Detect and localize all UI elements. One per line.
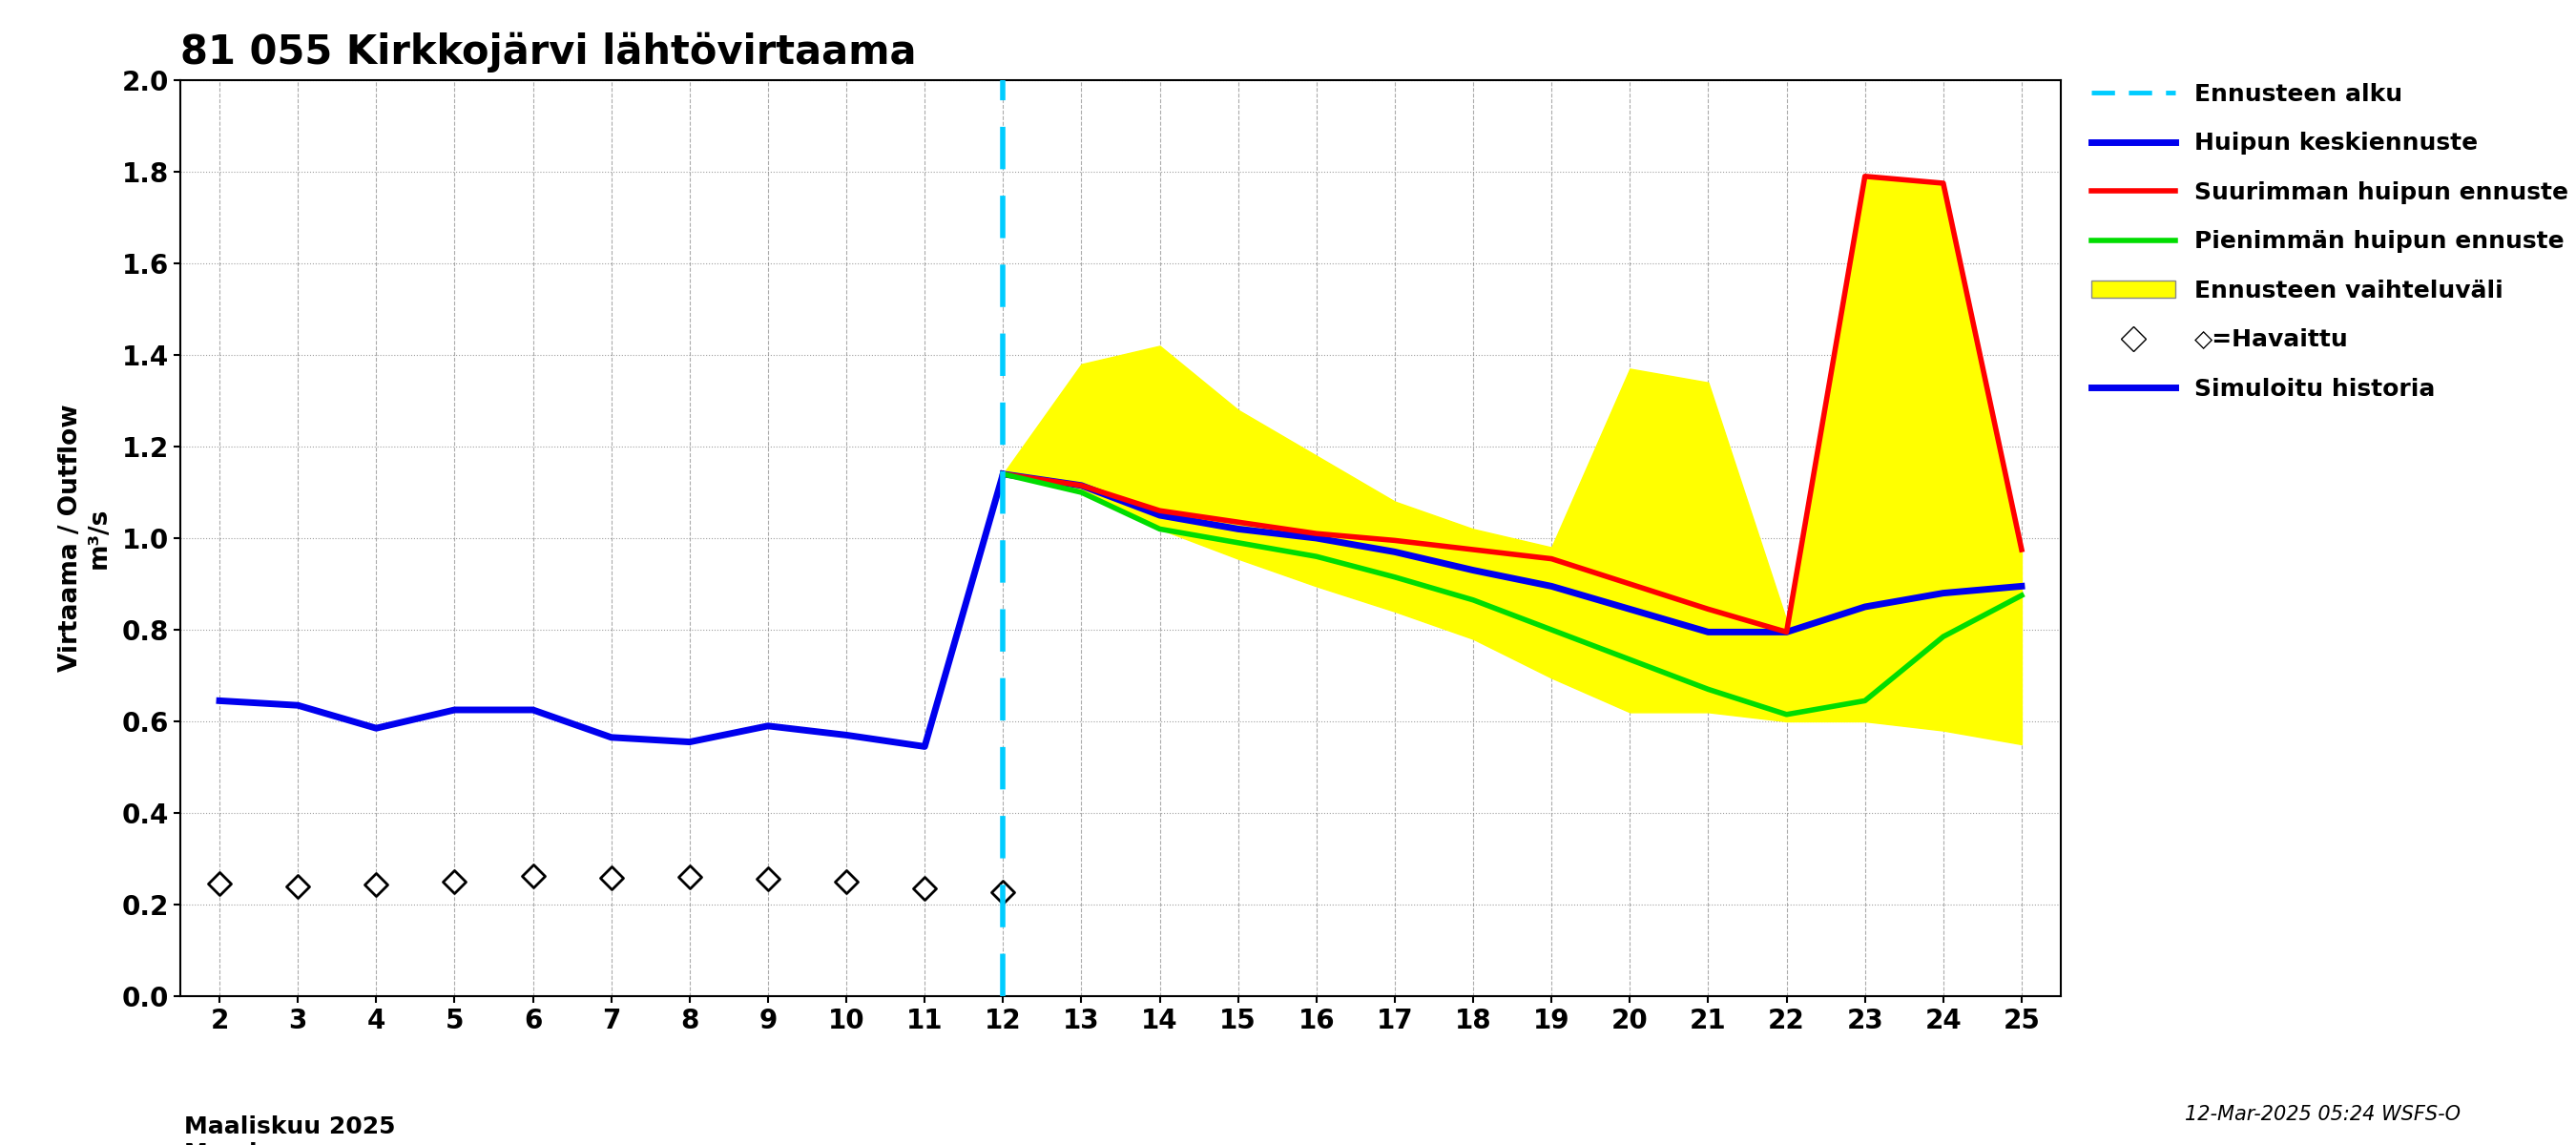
Point (670, 868, 711, 886)
Point (904, 879, 945, 898)
Point (747, 870, 788, 889)
Point (827, 872, 868, 891)
Y-axis label: Virtaama / Outflow
m³/s: Virtaama / Outflow m³/s (57, 404, 111, 672)
Point (981, 883, 1023, 901)
Text: 12-Mar-2025 05:24 WSFS-O: 12-Mar-2025 05:24 WSFS-O (2184, 1105, 2460, 1123)
Point (513, 867, 554, 885)
Text: Maaliskuu 2025
March: Maaliskuu 2025 March (185, 1115, 397, 1145)
Point (198, 875, 240, 893)
Point (433, 872, 474, 891)
Legend: Ennusteen alku, Huipun keskiennuste, Suurimman huipun ennuste, Pienimmän huipun : Ennusteen alku, Huipun keskiennuste, Suu… (2092, 82, 2568, 401)
Text: 81 055 Kirkkojärvi lähtövirtaama: 81 055 Kirkkojärvi lähtövirtaama (180, 32, 917, 73)
Point (355, 876, 397, 894)
Point (590, 869, 631, 887)
Point (278, 877, 319, 895)
